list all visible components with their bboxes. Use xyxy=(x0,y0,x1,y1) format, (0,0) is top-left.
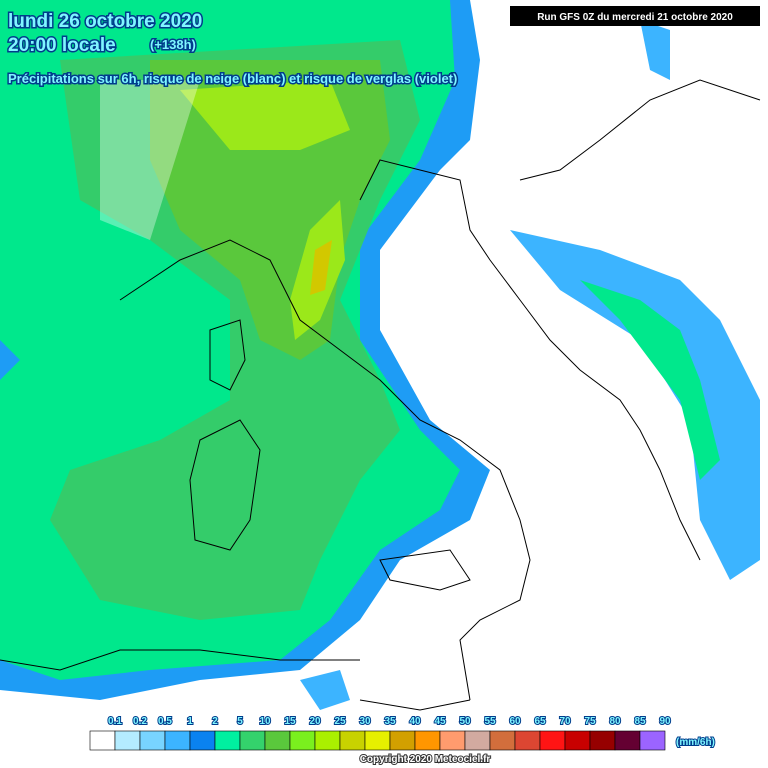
legend-label: 40 xyxy=(409,716,421,727)
legend: 0.1 0.2 0.5 1 2 5 10 15 20 25 30 35 40 45 50 55 60 65 70 75… xyxy=(89,715,672,751)
legend-swatch xyxy=(414,730,441,751)
legend-label: 90 xyxy=(659,716,671,727)
legend-swatch xyxy=(164,730,191,751)
legend-swatch xyxy=(364,730,391,751)
legend-swatch xyxy=(489,730,516,751)
legend-swatch xyxy=(89,730,116,751)
legend-label: 80 xyxy=(609,716,621,727)
legend-swatch xyxy=(314,730,341,751)
legend-swatch xyxy=(564,730,591,751)
time-title: 20:00 locale xyxy=(8,35,116,56)
legend-label: 0.2 xyxy=(133,716,147,727)
subtitle: Précipitations sur 6h, risque de neige (… xyxy=(8,71,457,86)
legend-swatch xyxy=(589,730,616,751)
legend-label: 0.5 xyxy=(158,716,172,727)
legend-unit: (mm/6h) xyxy=(676,737,715,748)
legend-label: 10 xyxy=(259,716,271,727)
legend-label: 60 xyxy=(509,716,521,727)
copyright: Copyright 2020 Meteociel.fr xyxy=(360,754,491,765)
legend-label: 15 xyxy=(284,716,296,727)
legend-swatch xyxy=(514,730,541,751)
legend-label: 75 xyxy=(584,716,596,727)
legend-swatch xyxy=(214,730,241,751)
legend-label: 1 xyxy=(187,716,193,727)
legend-label: 20 xyxy=(309,716,321,727)
legend-swatch xyxy=(289,730,316,751)
legend-label: 25 xyxy=(334,716,346,727)
legend-label: 30 xyxy=(359,716,371,727)
legend-label: 5 xyxy=(237,716,243,727)
legend-swatch xyxy=(239,730,266,751)
legend-label: 35 xyxy=(384,716,396,727)
legend-swatch xyxy=(189,730,216,751)
legend-label: 55 xyxy=(484,716,496,727)
legend-label: 85 xyxy=(634,716,646,727)
run-label: Run GFS 0Z du mercredi 21 octobre 2020 xyxy=(537,12,733,23)
legend-swatch xyxy=(114,730,141,751)
legend-swatch xyxy=(264,730,291,751)
legend-swatch xyxy=(614,730,641,751)
lead-time: (+138h) xyxy=(150,37,196,52)
legend-label: 50 xyxy=(459,716,471,727)
legend-label: 45 xyxy=(434,716,446,727)
legend-swatch xyxy=(389,730,416,751)
run-box xyxy=(510,6,760,26)
coastlines xyxy=(0,79,761,711)
legend-label: 0.1 xyxy=(108,716,122,727)
legend-swatch xyxy=(464,730,491,751)
date-title: lundi 26 octobre 2020 xyxy=(8,11,202,32)
legend-swatch xyxy=(639,730,666,751)
legend-swatch xyxy=(139,730,166,751)
legend-label: 65 xyxy=(534,716,546,727)
legend-swatch xyxy=(539,730,566,751)
precipitation xyxy=(0,0,760,710)
legend-label: 70 xyxy=(559,716,571,727)
legend-label: 2 xyxy=(212,716,218,727)
legend-swatch xyxy=(439,730,466,751)
legend-swatch xyxy=(339,730,366,751)
